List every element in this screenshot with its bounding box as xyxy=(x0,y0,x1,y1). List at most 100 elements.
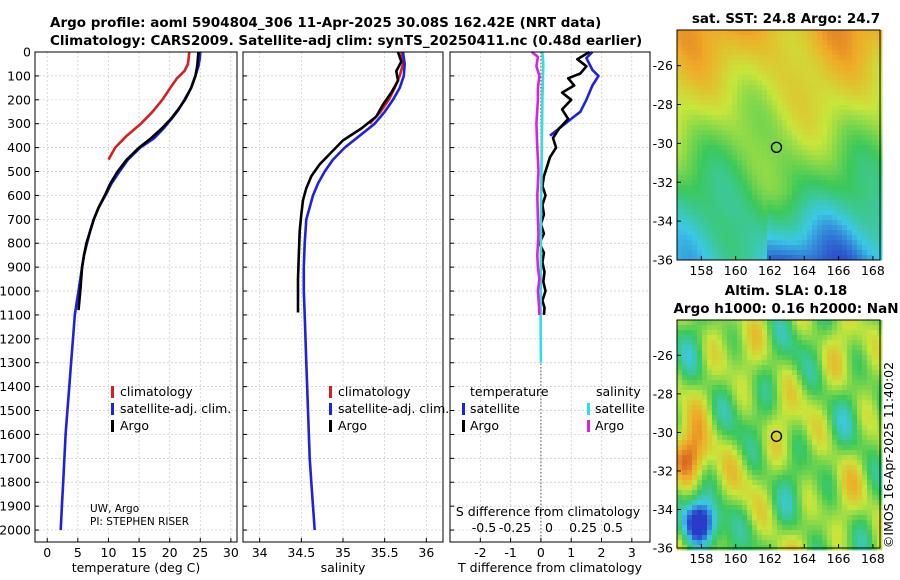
map-cell xyxy=(812,125,818,131)
map-cell xyxy=(752,395,758,401)
map-cell xyxy=(727,525,733,531)
map-cell xyxy=(852,460,858,466)
map-cell xyxy=(792,365,798,371)
map-cell xyxy=(757,360,763,366)
map-cell xyxy=(777,240,783,246)
map-cell xyxy=(792,470,798,476)
map-cell xyxy=(857,330,863,336)
map-cell xyxy=(712,35,718,41)
map-cell xyxy=(707,540,713,546)
map-cell xyxy=(687,450,693,456)
map-cell xyxy=(742,385,748,391)
map-cell xyxy=(737,200,743,206)
map-cell xyxy=(872,205,878,211)
map-cell xyxy=(807,190,813,196)
map-cell xyxy=(772,255,778,261)
map-cell xyxy=(822,90,828,96)
map-cell xyxy=(717,330,723,336)
map-cell xyxy=(847,370,853,376)
map-cell xyxy=(817,85,823,91)
map-cell xyxy=(762,195,768,201)
map-cell xyxy=(847,205,853,211)
map-cell xyxy=(717,100,723,106)
map-cell xyxy=(757,340,763,346)
map-cell xyxy=(707,510,713,516)
map-cell xyxy=(687,75,693,81)
map-cell xyxy=(687,200,693,206)
map-cell xyxy=(722,115,728,121)
map-cell xyxy=(872,245,878,251)
map-cell xyxy=(687,185,693,191)
map-cell xyxy=(732,190,738,196)
map-cell xyxy=(752,330,758,336)
map-cell xyxy=(757,505,763,511)
map-cell xyxy=(727,540,733,546)
map-cell xyxy=(737,150,743,156)
map-cell xyxy=(722,425,728,431)
map-cell xyxy=(837,60,843,66)
map-cell xyxy=(732,510,738,516)
map-cell xyxy=(727,340,733,346)
map-cell xyxy=(787,115,793,121)
map-cell xyxy=(812,35,818,41)
map-cell xyxy=(862,330,868,336)
map-cell xyxy=(707,370,713,376)
map-cell xyxy=(782,140,788,146)
map-cell xyxy=(742,440,748,446)
map-cell xyxy=(717,190,723,196)
map-cell xyxy=(807,335,813,341)
map-cell xyxy=(747,230,753,236)
map-cell xyxy=(822,320,828,326)
map-cell xyxy=(832,540,838,546)
map-cell xyxy=(772,40,778,46)
map-cell xyxy=(742,160,748,166)
map-cell xyxy=(722,205,728,211)
map-cell xyxy=(692,80,698,86)
map-cell xyxy=(682,40,688,46)
map-cell xyxy=(802,350,808,356)
map-cell xyxy=(722,130,728,136)
map-cell xyxy=(747,210,753,216)
map-cell xyxy=(862,235,868,241)
map-cell xyxy=(677,440,683,446)
map-cell xyxy=(792,185,798,191)
map-cell xyxy=(822,525,828,531)
map-cell xyxy=(797,70,803,76)
map-cell xyxy=(847,40,853,46)
map-cell xyxy=(687,220,693,226)
map-cell xyxy=(722,215,728,221)
map-cell xyxy=(867,135,873,141)
map-cell xyxy=(757,250,763,256)
map-cell xyxy=(747,155,753,161)
map-cell xyxy=(682,55,688,61)
map-cell xyxy=(827,210,833,216)
map-cell xyxy=(787,320,793,326)
map-cell xyxy=(792,160,798,166)
map-cell xyxy=(677,520,683,526)
map-cell xyxy=(702,510,708,516)
x-tick-label: 1 xyxy=(567,545,575,560)
map-cell xyxy=(817,520,823,526)
map-cell xyxy=(772,385,778,391)
map-cell xyxy=(862,510,868,516)
map-cell xyxy=(822,60,828,66)
map-cell xyxy=(727,320,733,326)
map-cell xyxy=(777,90,783,96)
map-cell xyxy=(742,360,748,366)
map-cell xyxy=(727,155,733,161)
map-cell xyxy=(827,510,833,516)
map-cell xyxy=(707,130,713,136)
map-cell xyxy=(757,400,763,406)
x-tick-label: 0 xyxy=(43,545,51,560)
map-cell xyxy=(762,440,768,446)
map-cell xyxy=(842,485,848,491)
map-cell xyxy=(862,440,868,446)
map-frame xyxy=(676,319,881,549)
map-cell xyxy=(687,105,693,111)
map-cell xyxy=(742,60,748,66)
map-cell xyxy=(862,390,868,396)
map-cell xyxy=(847,165,853,171)
map-cell xyxy=(742,110,748,116)
map-cell xyxy=(817,235,823,241)
map-cell xyxy=(847,230,853,236)
